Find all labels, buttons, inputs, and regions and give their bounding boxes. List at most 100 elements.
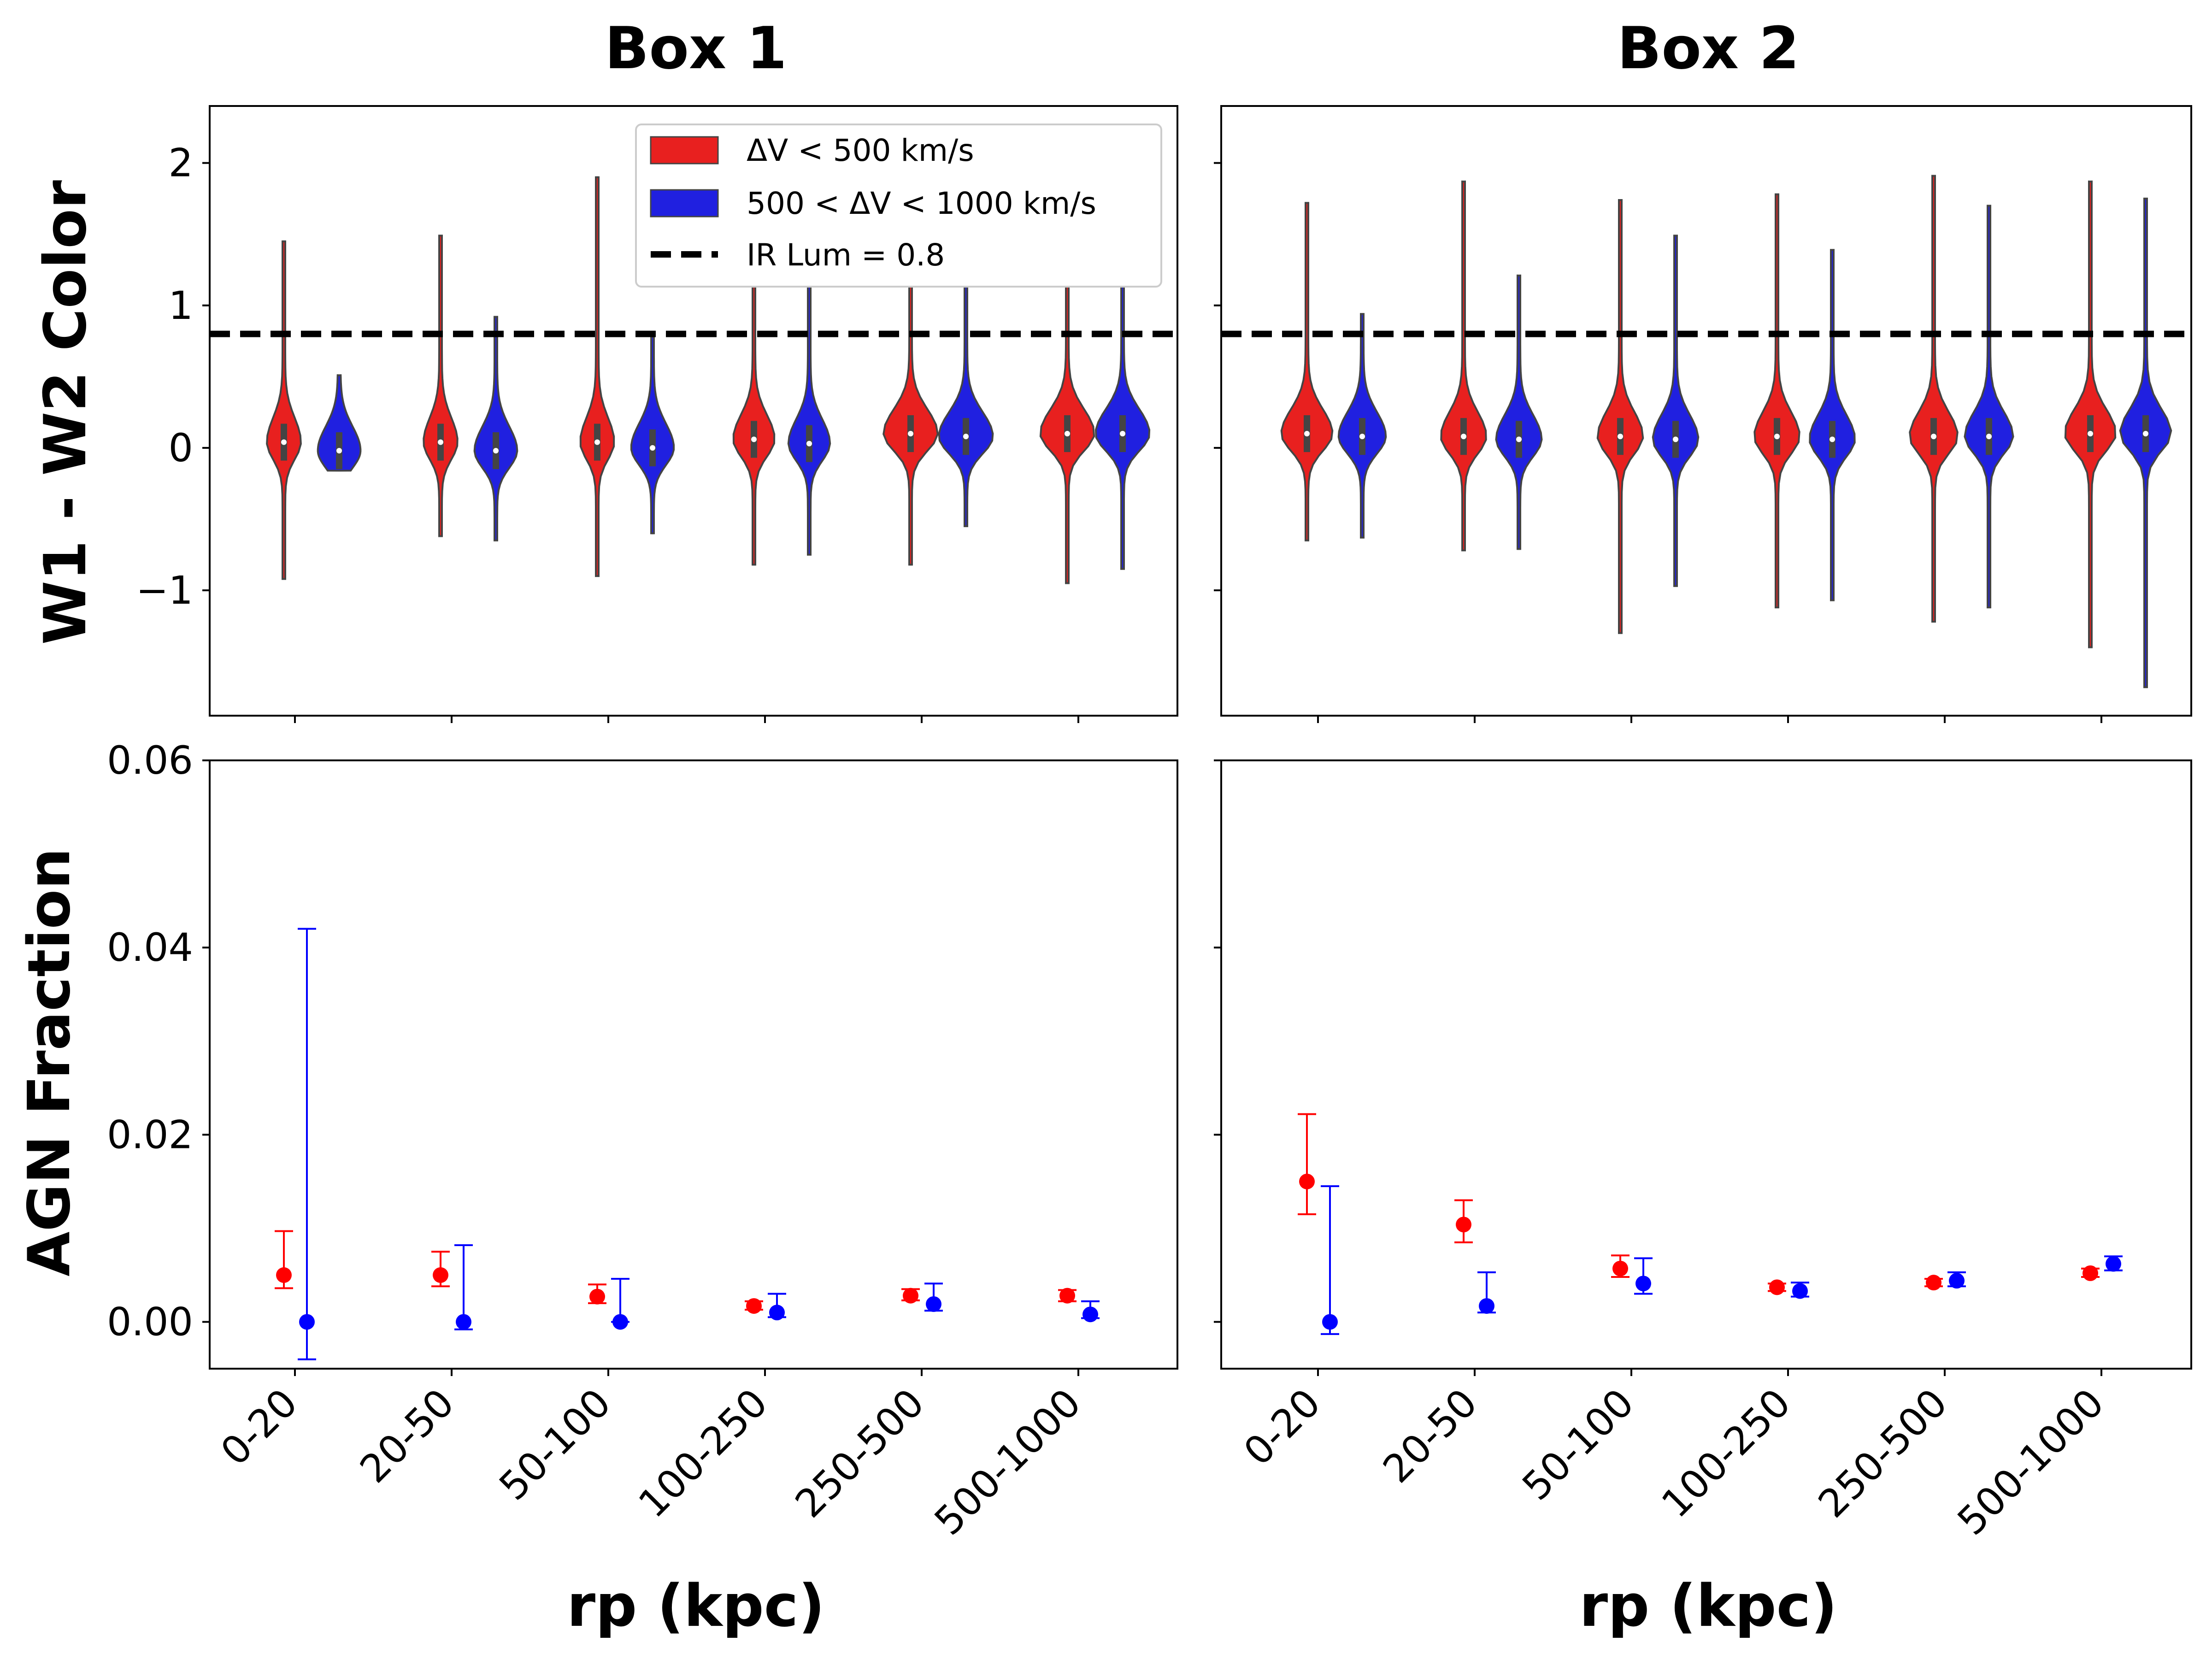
legend: ΔV < 500 km/s 500 < ΔV < 1000 km/s IR Lu… — [635, 124, 1162, 288]
agn-point-red-box-2-50-100 — [1612, 1260, 1628, 1277]
agn-point-blue-box-2-250-500 — [1949, 1273, 1965, 1289]
violin-median-red — [751, 436, 757, 442]
agn-point-red-box-1-0-20 — [276, 1267, 292, 1283]
x-axis-label-left: rp (kpc) — [567, 1572, 825, 1640]
agn-point-blue-box-1-500-1000 — [1082, 1306, 1098, 1323]
x-tick-label-20-50: 20-50 — [351, 1380, 463, 1492]
violin-red-box-1-50-100 — [579, 176, 615, 577]
legend-swatch-blue — [650, 189, 719, 218]
agn-point-blue-box-2-20-50 — [1479, 1298, 1494, 1314]
agn-point-red-box-1-250-500 — [903, 1288, 918, 1304]
violin-median-blue — [1359, 434, 1365, 440]
axes-frame-bottom-box-1 — [209, 759, 1178, 1370]
violin-median-red — [1461, 434, 1466, 440]
violin-blue-box-2-20-50 — [1495, 274, 1543, 550]
agn-point-blue-box-2-50-100 — [1635, 1276, 1651, 1292]
agn-point-blue-box-2-100-250 — [1792, 1283, 1808, 1299]
agn-point-blue-box-1-20-50 — [456, 1314, 471, 1330]
agn-panel-box-1: 0.06 0.04 0.02 0.00 0-20 20-50 50-100 100-250 25… — [107, 738, 1178, 1544]
agn-point-red-box-1-20-50 — [433, 1267, 448, 1283]
x-tick-label-20-50: 20-50 — [1374, 1380, 1486, 1492]
agn-point-red-box-1-500-1000 — [1059, 1288, 1075, 1304]
agn-point-red-box-1-100-250 — [746, 1298, 762, 1314]
violin-median-blue — [1120, 430, 1125, 436]
y-tick-label-bottom: 0.04 — [107, 925, 193, 970]
violin-red-box-2-50-100 — [1596, 199, 1644, 634]
agn-point-red-box-2-250-500 — [1926, 1275, 1941, 1291]
violin-red-box-2-100-250 — [1753, 193, 1800, 609]
x-tick-label-500-1000: 500-1000 — [1949, 1380, 2112, 1544]
agn-point-blue-box-2-500-1000 — [2106, 1256, 2121, 1272]
x-tick-label-50-100: 50-100 — [490, 1380, 619, 1509]
x-tick-label-100-250: 100-250 — [1653, 1380, 1799, 1526]
legend-frame — [635, 124, 1162, 288]
violin-median-blue — [336, 448, 342, 454]
violin-median-red — [1065, 430, 1070, 436]
violin-median-blue — [1830, 436, 1835, 442]
legend-label-red: ΔV < 500 km/s — [747, 133, 974, 168]
violin-median-blue — [650, 445, 655, 451]
violin-panel-box-2 — [1214, 105, 2192, 723]
legend-swatch-red — [650, 136, 719, 165]
agn-point-blue-box-1-0-20 — [299, 1314, 315, 1330]
violin-red-box-1-20-50 — [423, 235, 459, 537]
y-tick-label-top: 1 — [169, 283, 193, 328]
violin-median-red — [1618, 434, 1623, 440]
violin-median-red — [1931, 434, 1936, 440]
violin-median-blue — [963, 434, 969, 440]
violin-red-box-2-250-500 — [1909, 175, 1959, 623]
violin-median-blue — [806, 441, 812, 447]
y-tick-label-bottom: 0.06 — [107, 738, 193, 783]
x-tick-label-500-1000: 500-1000 — [926, 1380, 1089, 1544]
violin-blue-box-1-20-50 — [473, 316, 518, 541]
violin-median-blue — [1516, 436, 1522, 442]
agn-point-red-box-2-0-20 — [1299, 1173, 1315, 1189]
agn-point-red-box-1-50-100 — [589, 1288, 605, 1305]
axes-frame-bottom-box-2 — [1220, 759, 2192, 1370]
violin-blue-box-2-250-500 — [1964, 205, 2014, 609]
agn-point-red-box-2-20-50 — [1456, 1217, 1471, 1233]
panel-title-box-1: Box 1 — [605, 14, 787, 82]
violin-median-red — [281, 439, 287, 445]
violin-median-blue — [2143, 430, 2148, 436]
y-tick-label-top: −1 — [136, 568, 193, 613]
violin-median-blue — [493, 448, 499, 454]
agn-point-blue-box-1-50-100 — [612, 1314, 628, 1330]
violin-red-box-2-500-1000 — [2064, 180, 2117, 648]
top-y-axis-label: W1 - W2 Color — [31, 180, 99, 645]
violin-red-box-2-20-50 — [1440, 180, 1487, 552]
x-tick-label-50-100: 50-100 — [1513, 1380, 1642, 1509]
violin-red-box-2-0-20 — [1280, 202, 1334, 541]
panel-title-box-2: Box 2 — [1617, 14, 1799, 82]
violin-median-red — [1304, 430, 1310, 436]
violin-median-blue — [1673, 436, 1678, 442]
violin-median-red — [438, 439, 443, 445]
violin-blue-box-1-0-20 — [317, 374, 362, 472]
x-tick-label-0-20: 0-20 — [212, 1380, 306, 1474]
agn-point-red-box-2-100-250 — [1769, 1279, 1785, 1295]
x-tick-label-100-250: 100-250 — [630, 1380, 776, 1526]
violin-median-red — [1774, 434, 1780, 440]
legend-label-threshold: IR Lum = 0.8 — [747, 237, 945, 273]
axes-frame-top-box-2 — [1220, 105, 2192, 717]
y-tick-label-bottom: 0.02 — [107, 1112, 193, 1157]
legend-label-blue: 500 < ΔV < 1000 km/s — [747, 186, 1096, 221]
y-tick-label-top: 2 — [169, 141, 193, 186]
agn-point-blue-box-1-250-500 — [926, 1296, 941, 1312]
x-tick-label-0-20: 0-20 — [1235, 1380, 1329, 1474]
violin-median-red — [594, 439, 600, 445]
agn-point-red-box-2-500-1000 — [2083, 1265, 2098, 1281]
violin-blue-box-2-50-100 — [1652, 235, 1700, 587]
x-tick-label-250-500: 250-500 — [1810, 1380, 1956, 1526]
x-axis-label-right: rp (kpc) — [1579, 1572, 1837, 1640]
y-tick-label-bottom: 0.00 — [107, 1299, 193, 1344]
violin-red-box-1-0-20 — [266, 240, 302, 580]
violin-median-blue — [1986, 434, 1992, 440]
bottom-y-axis-label: AGN Fraction — [15, 848, 83, 1277]
violin-median-red — [2088, 430, 2093, 436]
agn-point-blue-box-2-0-20 — [1322, 1314, 1338, 1330]
agn-point-blue-box-1-100-250 — [769, 1305, 785, 1321]
y-tick-label-top: 0 — [169, 425, 193, 471]
